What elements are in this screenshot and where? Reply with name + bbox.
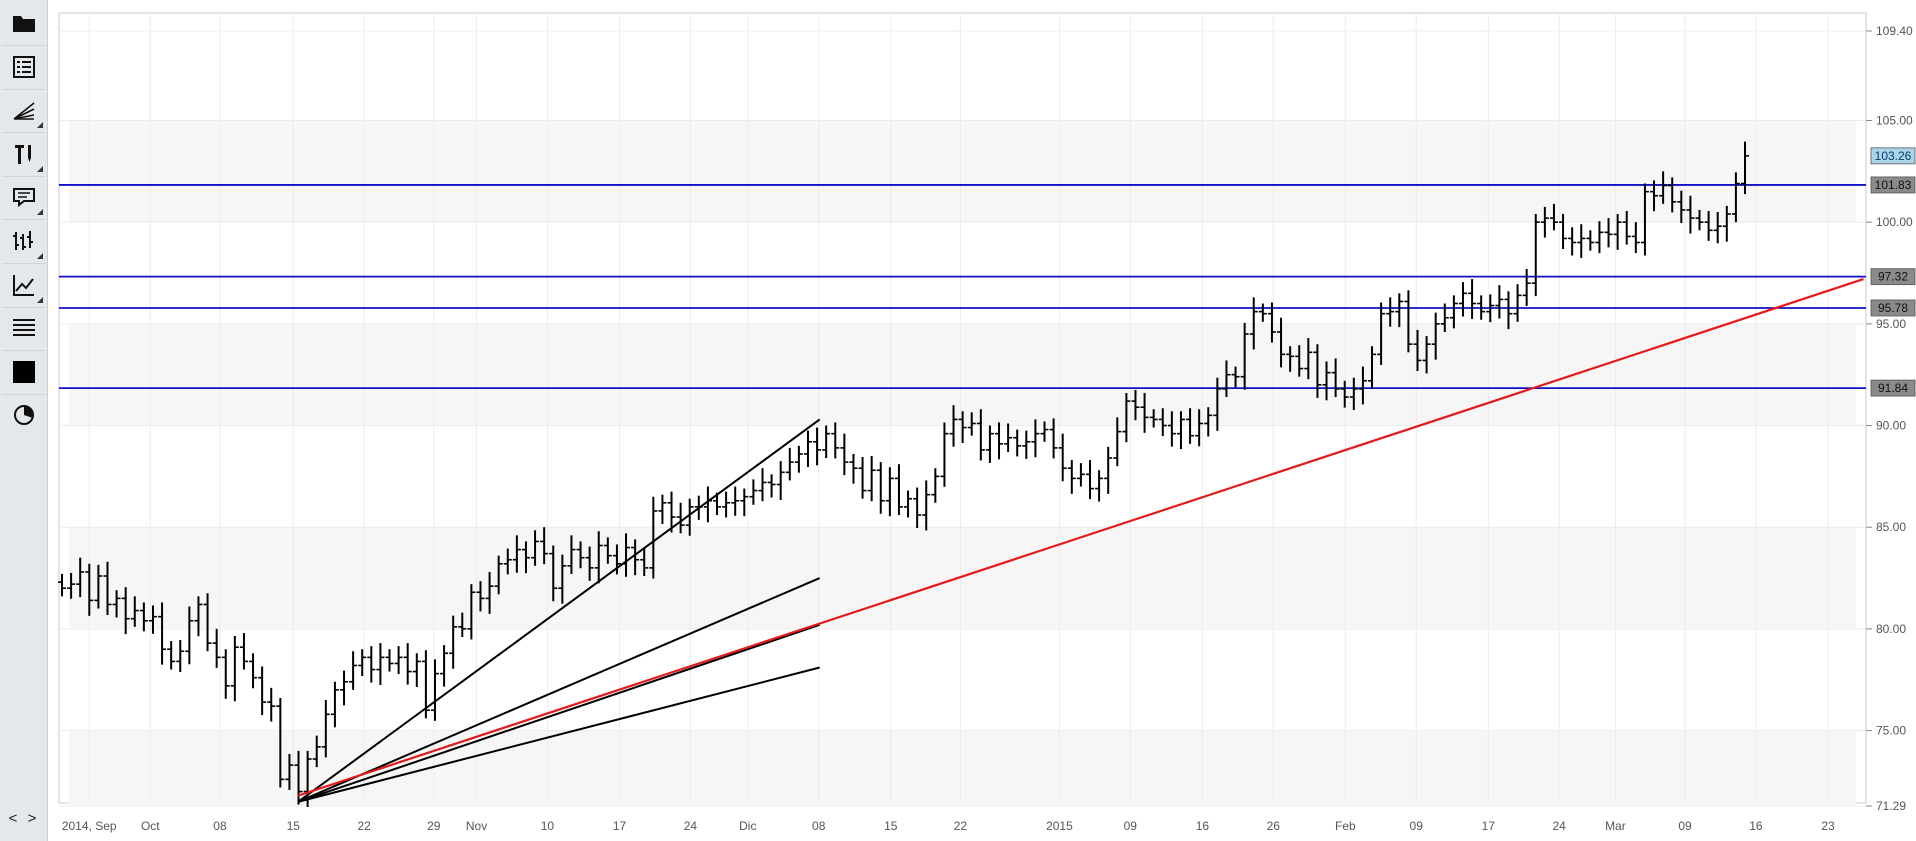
tool-fan-lines-button[interactable] xyxy=(4,90,44,130)
x-tick-label: Feb xyxy=(1335,819,1356,833)
y-tick-label: 90.00 xyxy=(1876,419,1906,433)
x-tick-label: Nov xyxy=(466,819,487,833)
fan-line[interactable] xyxy=(297,623,821,803)
toolbar-separator xyxy=(2,307,46,308)
y-tick-label: 109.40 xyxy=(1876,24,1913,38)
x-tick-label: 08 xyxy=(213,819,227,833)
x-tick-label: 16 xyxy=(1749,819,1763,833)
x-tick-label: 15 xyxy=(287,819,301,833)
x-tick-label: 10 xyxy=(541,819,555,833)
list-icon xyxy=(13,56,35,78)
trend-line[interactable] xyxy=(297,278,1864,797)
toolbar-separator xyxy=(2,394,46,395)
y-tick-label: 71.29 xyxy=(1876,799,1906,813)
background-band xyxy=(69,120,1856,223)
tool-line-chart-button[interactable] xyxy=(4,265,44,305)
x-tick-label: 22 xyxy=(357,819,371,833)
y-tick-label: 95.00 xyxy=(1876,317,1906,331)
x-tick-label: Oct xyxy=(141,819,160,833)
submenu-corner-icon xyxy=(37,297,43,303)
x-tick-label: 09 xyxy=(1410,819,1424,833)
y-tick-label: 75.00 xyxy=(1876,724,1906,738)
tool-pie-button[interactable] xyxy=(4,395,44,435)
x-tick-label: 17 xyxy=(613,819,627,833)
fan-lines-icon xyxy=(13,102,35,120)
x-tick-label: 24 xyxy=(1553,819,1567,833)
y-tick-label: 100.00 xyxy=(1876,215,1913,229)
tool-bars-style-button[interactable] xyxy=(4,221,44,261)
y-tick-label: 85.00 xyxy=(1876,520,1906,534)
folder-icon xyxy=(13,16,35,32)
comment-icon xyxy=(13,188,35,208)
x-tick-label: 23 xyxy=(1821,819,1835,833)
toolbar-separator xyxy=(2,350,46,351)
last-price-tag xyxy=(1870,147,1916,165)
level-price-tag xyxy=(1870,268,1916,286)
tool-list-button[interactable] xyxy=(4,47,44,87)
x-tick-label: 15 xyxy=(884,819,898,833)
x-tick-label: 2014, Sep xyxy=(62,819,117,833)
x-tick-label: 09 xyxy=(1678,819,1692,833)
level-price-tag-label: 95.78 xyxy=(1878,301,1908,315)
tool-color-square-button[interactable] xyxy=(4,352,44,392)
x-tick-label: 22 xyxy=(954,819,968,833)
level-price-tag-label: 101.83 xyxy=(1875,178,1912,192)
tool-comment-button[interactable] xyxy=(4,177,44,217)
toolbar-separator xyxy=(2,89,46,90)
x-tick-label: 08 xyxy=(812,819,826,833)
y-tick-label: 105.00 xyxy=(1876,113,1913,127)
navigation-arrows[interactable]: < > xyxy=(8,810,40,827)
x-tick-label: 2015 xyxy=(1046,819,1073,833)
background-band xyxy=(69,730,1856,806)
x-tick-label: 26 xyxy=(1267,819,1281,833)
x-tick-label: Mar xyxy=(1605,819,1626,833)
x-tick-label: 16 xyxy=(1196,819,1210,833)
pie-icon xyxy=(14,405,34,425)
submenu-corner-icon xyxy=(37,166,43,172)
x-tick-label: 24 xyxy=(684,819,698,833)
fan-line[interactable] xyxy=(297,418,821,803)
submenu-corner-icon xyxy=(37,122,43,128)
background-band xyxy=(69,527,1856,629)
grid-lines-icon xyxy=(13,319,35,336)
toolbar-separator xyxy=(2,219,46,220)
background-band xyxy=(69,323,1856,426)
tool-grid-lines-button[interactable] xyxy=(4,308,44,348)
level-price-tag-label: 97.32 xyxy=(1878,270,1908,284)
tool-drawing-tools-button[interactable] xyxy=(4,134,44,174)
tool-folder-button[interactable] xyxy=(4,3,44,43)
toolbar xyxy=(0,0,48,841)
toolbar-separator xyxy=(2,263,46,264)
color-square-icon xyxy=(13,361,35,383)
bars-style-icon xyxy=(13,231,33,250)
level-price-tag-label: 91.84 xyxy=(1878,381,1908,395)
x-tick-label: 17 xyxy=(1482,819,1496,833)
x-tick-label: Dic xyxy=(739,819,756,833)
level-price-tag xyxy=(1870,379,1916,397)
submenu-corner-icon xyxy=(37,253,43,259)
toolbar-separator xyxy=(2,45,46,46)
toolbar-separator xyxy=(2,132,46,133)
x-tick-label: 29 xyxy=(427,819,441,833)
line-chart-icon xyxy=(13,275,34,296)
y-tick-label: 80.00 xyxy=(1876,622,1906,636)
level-price-tag xyxy=(1870,299,1916,317)
level-price-tag xyxy=(1870,176,1916,194)
x-tick-label: 09 xyxy=(1124,819,1138,833)
submenu-corner-icon xyxy=(37,209,43,215)
drawing-tools-icon xyxy=(15,145,31,164)
toolbar-separator xyxy=(2,176,46,177)
fan-line[interactable] xyxy=(298,666,820,803)
fan-line[interactable] xyxy=(297,577,821,803)
last-price-tag-label: 103.26 xyxy=(1875,149,1912,163)
